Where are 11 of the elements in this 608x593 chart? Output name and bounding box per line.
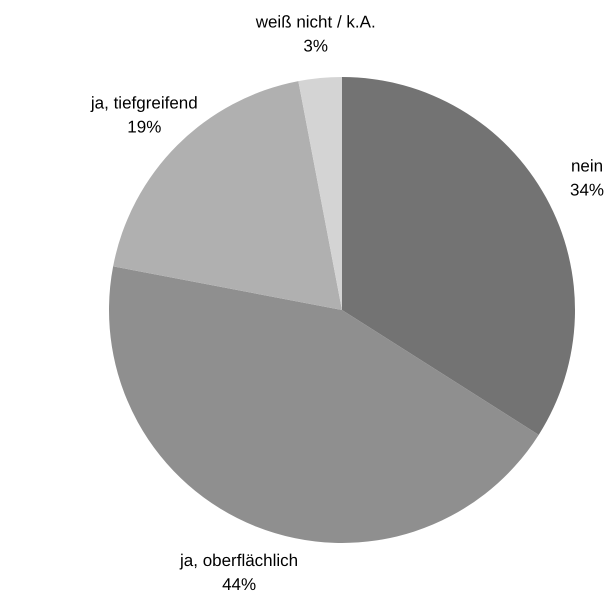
data-label: 34%	[570, 180, 604, 200]
pie-slice	[113, 81, 342, 310]
slice-label: ja, tiefgreifend	[90, 93, 198, 112]
slice-label: ja, oberflächlich	[179, 550, 298, 570]
pie-slice	[109, 266, 539, 543]
slice-label: weiß nicht / k.A.	[254, 12, 376, 32]
data-label: 44%	[222, 574, 256, 593]
slice-label: nein	[570, 156, 604, 176]
data-label: 3%	[303, 36, 328, 56]
pie-slice	[298, 77, 342, 310]
data-label: 19%	[127, 117, 162, 136]
